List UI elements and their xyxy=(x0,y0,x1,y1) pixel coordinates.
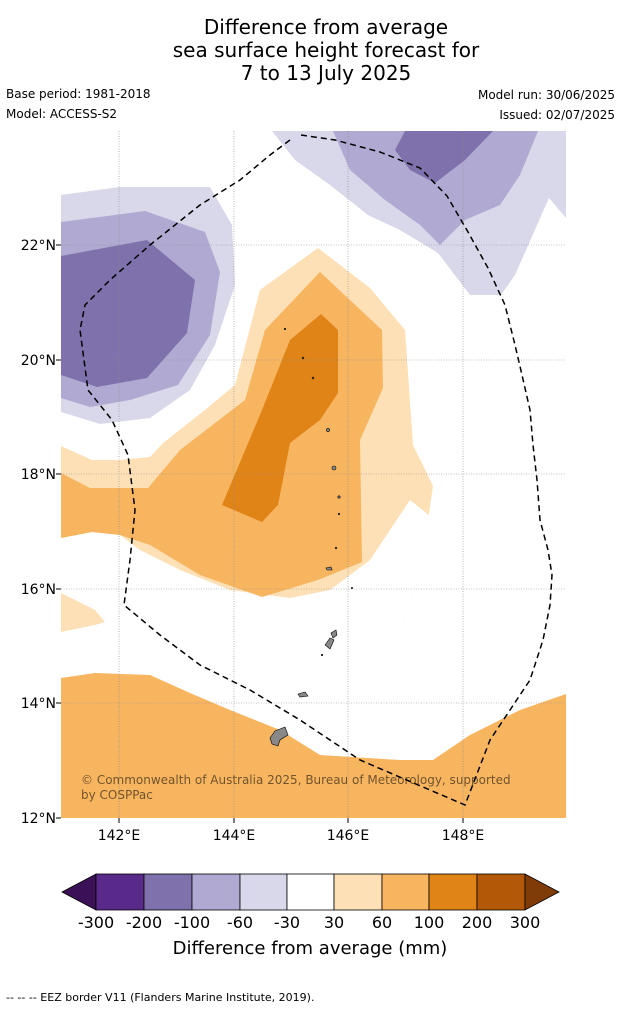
title-line-3: 7 to 13 July 2025 xyxy=(240,61,412,85)
contour-neg-ne-100 xyxy=(395,131,493,183)
cbar-tick-8: 100 xyxy=(414,913,445,932)
mariana-islands xyxy=(269,327,353,747)
lat-label-20: 20°N xyxy=(21,353,56,369)
lat-label-16: 16°N xyxy=(21,582,56,598)
contour-pos-100 xyxy=(222,314,338,522)
cbar-tick-10: 300 xyxy=(510,913,541,932)
contour-pos-60-south xyxy=(61,673,566,818)
cbar-tick-9: 200 xyxy=(462,913,493,932)
lat-label-18: 18°N xyxy=(21,467,56,483)
cbar-tick-7: 60 xyxy=(372,913,392,932)
lon-label-146: 146°E xyxy=(327,828,370,844)
colorbar-bin-3 xyxy=(191,873,241,911)
eez-border xyxy=(79,134,553,806)
graticule xyxy=(61,131,566,818)
cbar-tick-3: -100 xyxy=(174,913,210,932)
lon-label-144: 144°E xyxy=(213,828,256,844)
copyright-line-2: by COSPPac xyxy=(81,788,153,802)
cbar-tick-4: -60 xyxy=(227,913,253,932)
colorbar-extend-high xyxy=(524,873,560,911)
lat-label-12: 12°N xyxy=(21,811,56,827)
lat-label-22: 22°N xyxy=(21,238,56,254)
colorbar-bin-9 xyxy=(476,873,526,911)
model-run: Model run: 30/06/2025 xyxy=(477,88,615,102)
colorbar-extend-low xyxy=(61,873,97,911)
title-line-2: sea surface height forecast for xyxy=(172,38,480,62)
contour-neg-nw-100 xyxy=(61,240,195,387)
lat-axis: 22°N 20°N 18°N 16°N 14°N 12°N xyxy=(21,238,61,827)
colorbar-bin-2 xyxy=(143,873,193,911)
colorbar-bin-8 xyxy=(428,873,478,911)
colorbar-bin-4 xyxy=(239,873,288,911)
lon-label-148: 148°E xyxy=(442,828,485,844)
base-period: Base period: 1981-2018 xyxy=(6,87,151,101)
chart-title: Difference from average sea surface heig… xyxy=(0,16,621,85)
model-name: Model: ACCESS-S2 xyxy=(6,107,118,121)
colorbar-bin-1 xyxy=(95,873,145,911)
colorbar xyxy=(61,873,560,911)
cbar-tick-1: -300 xyxy=(78,913,114,932)
colorbar-ticks: -300 -200 -100 -60 -30 30 60 100 200 300 xyxy=(78,913,540,932)
cbar-tick-5: -30 xyxy=(274,913,300,932)
cbar-tick-2: -200 xyxy=(126,913,162,932)
colorbar-bin-5 xyxy=(286,873,335,911)
anomaly-contours xyxy=(61,131,566,818)
copyright-line-1: © Commonwealth of Australia 2025, Bureau… xyxy=(81,773,511,787)
eez-legend: -- -- -- EEZ border V11 (Flanders Marine… xyxy=(6,991,315,1004)
cbar-tick-6: 30 xyxy=(324,913,344,932)
lat-label-14: 14°N xyxy=(21,696,56,712)
colorbar-bin-7 xyxy=(381,873,430,911)
issued-date: Issued: 02/07/2025 xyxy=(499,108,615,122)
title-line-1: Difference from average xyxy=(203,15,449,39)
contour-neg-ne-60 xyxy=(333,131,538,245)
copyright-notice: © Commonwealth of Australia 2025, Bureau… xyxy=(81,773,511,802)
contour-neutral-east xyxy=(345,378,566,697)
lon-label-142: 142°E xyxy=(98,828,141,844)
lon-axis: 142°E 144°E 146°E 148°E xyxy=(98,818,485,844)
colorbar-label: Difference from average (mm) xyxy=(173,938,448,959)
colorbar-bin-6 xyxy=(333,873,383,911)
